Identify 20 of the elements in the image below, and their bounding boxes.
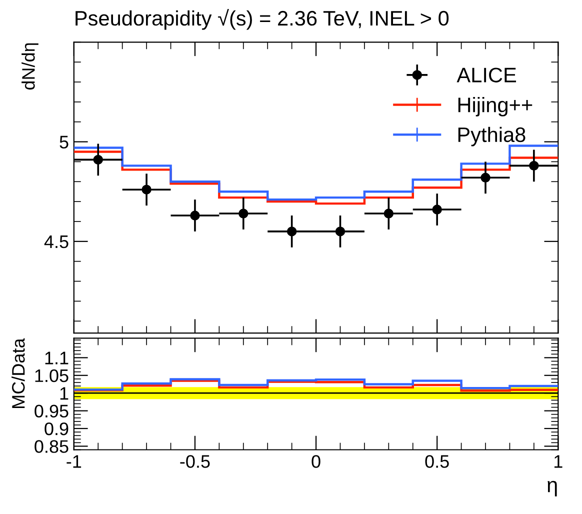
y-axis-title: MC/Data: [12, 338, 25, 408]
y-axis-title: dN/dη: [22, 43, 38, 90]
y-tick-label: 0.9: [44, 422, 68, 436]
y-tick-label: 1.05: [35, 369, 68, 382]
y-tick-label: 0.85: [34, 440, 68, 453]
y-tick-label: 1: [60, 387, 68, 400]
legend-label: Hijing++: [458, 96, 532, 116]
y-tick-label: 1.1: [45, 352, 68, 364]
x-tick-label: 1: [554, 455, 562, 468]
x-axis-title: η: [548, 480, 557, 496]
x-tick-label: 0.5: [425, 455, 449, 468]
x-tick-label: -0.5: [180, 455, 210, 468]
y-tick-label: 0.95: [34, 404, 68, 418]
legend-label: Pythia8: [458, 126, 526, 146]
y-tick-label: 4.5: [44, 236, 68, 248]
chart-title: Pseudorapidity √(s) = 2.36 TeV, INEL > 0: [76, 9, 449, 30]
legend-label: ALICE: [456, 68, 516, 82]
x-tick-label: -1: [66, 455, 82, 468]
x-tick-label: 0: [312, 455, 320, 468]
y-tick-label: 5: [60, 136, 68, 148]
